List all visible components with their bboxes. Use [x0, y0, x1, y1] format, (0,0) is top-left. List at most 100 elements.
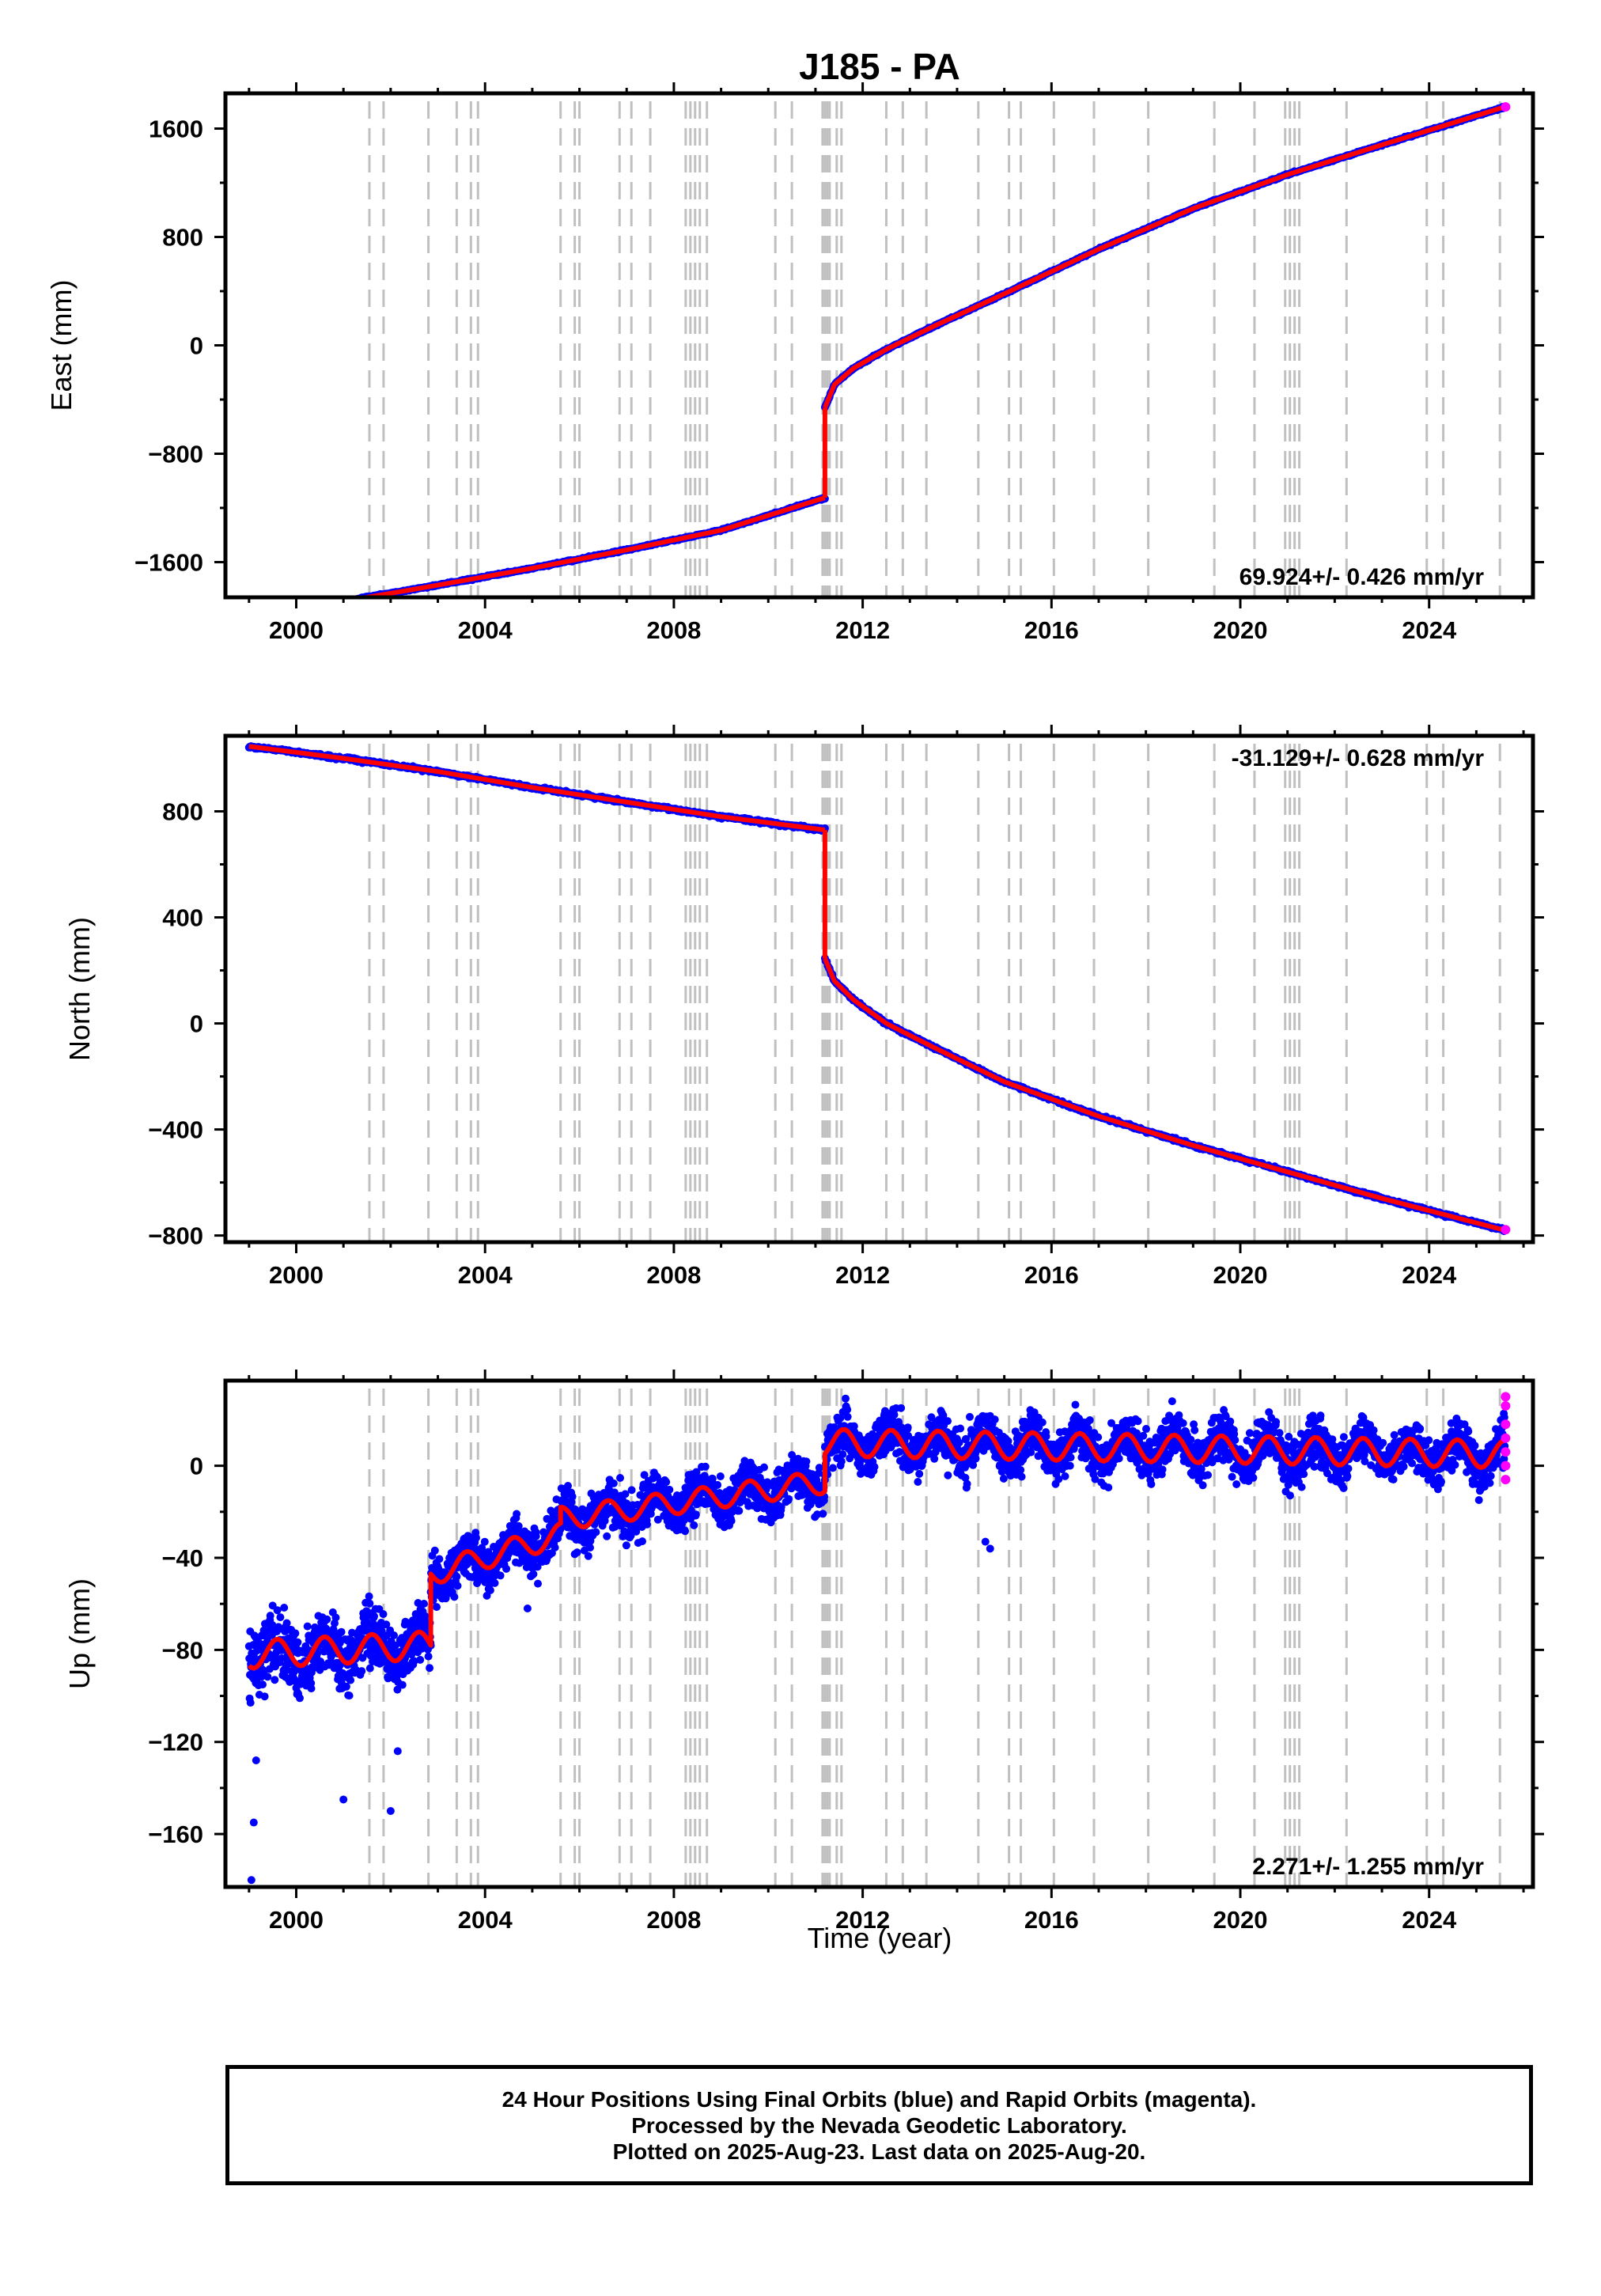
final-orbit-point	[301, 604, 309, 612]
final-orbit-point	[326, 599, 334, 607]
final-orbit-point	[323, 1615, 331, 1623]
final-orbit-point	[301, 604, 308, 612]
x-tick-label: 2024	[1402, 616, 1457, 644]
final-orbit-points	[820, 954, 1509, 1236]
final-orbit-point	[379, 1610, 388, 1619]
final-orbit-point	[311, 601, 319, 609]
y-tick-label: −400	[148, 1116, 203, 1144]
final-orbit-point	[264, 608, 272, 616]
final-orbit-point	[365, 1592, 373, 1601]
final-orbit-point	[270, 608, 278, 616]
final-orbit-point	[311, 601, 319, 609]
x-tick-label: 2012	[835, 616, 890, 644]
final-orbit-point	[248, 611, 255, 619]
y-tick-label: 0	[190, 1010, 203, 1038]
final-orbit-point	[313, 602, 321, 610]
final-orbit-point	[271, 608, 279, 616]
final-orbit-points	[820, 102, 1509, 411]
final-orbit-point	[410, 1657, 418, 1665]
final-orbit-point	[269, 608, 277, 616]
final-orbit-point	[514, 1521, 523, 1530]
final-orbit-point	[430, 1546, 439, 1555]
model-fit-line	[823, 957, 1505, 1233]
final-orbit-point	[288, 606, 296, 614]
final-orbit-points	[244, 1394, 1509, 1885]
final-orbit-point	[278, 608, 286, 616]
final-orbit-point	[283, 605, 291, 613]
final-orbit-point	[250, 611, 258, 619]
final-orbit-point	[280, 607, 288, 615]
final-orbit-point	[342, 1682, 350, 1691]
x-tick-label: 2020	[1213, 1261, 1268, 1289]
final-orbit-point	[259, 610, 267, 618]
final-orbit-point	[306, 602, 314, 610]
final-orbit-point	[315, 601, 323, 609]
final-orbit-point	[257, 609, 265, 617]
final-orbit-point	[291, 1629, 300, 1638]
x-tick-label: 2016	[1024, 1261, 1079, 1289]
final-orbit-point	[263, 1673, 272, 1681]
final-orbit-point	[324, 600, 332, 608]
final-orbit-point	[271, 608, 278, 616]
model-fit-line	[248, 744, 826, 832]
final-orbit-point	[280, 1604, 289, 1612]
final-orbit-point	[299, 603, 307, 611]
final-orbit-point	[260, 608, 268, 616]
final-orbit-point	[260, 609, 268, 617]
final-orbit-point	[322, 600, 330, 608]
final-orbit-point	[274, 608, 282, 616]
final-orbit-point	[256, 610, 264, 618]
final-orbit-point	[316, 601, 324, 609]
final-orbit-point	[271, 1676, 279, 1684]
final-orbit-point	[260, 1692, 269, 1701]
model-fit-line	[823, 104, 1506, 409]
final-orbit-point	[453, 1582, 462, 1590]
final-orbit-point	[325, 601, 333, 608]
y-tick-label: 0	[190, 332, 203, 360]
final-orbit-point	[496, 1571, 505, 1580]
final-orbit-point	[282, 605, 290, 613]
x-tick-label: 2024	[1402, 1261, 1457, 1289]
final-orbit-points	[247, 494, 829, 619]
final-orbit-point	[414, 1599, 422, 1607]
final-orbit-point	[321, 601, 329, 608]
final-orbit-point	[393, 1685, 402, 1694]
final-orbit-point	[312, 601, 320, 609]
final-orbit-point	[259, 610, 267, 618]
final-orbit-point	[283, 606, 291, 614]
final-orbit-point	[316, 601, 324, 608]
final-orbit-point	[324, 600, 332, 608]
final-orbit-point	[249, 611, 257, 619]
final-orbit-point	[420, 1600, 428, 1608]
final-orbit-point	[316, 601, 324, 608]
rapid-orbit-point	[1501, 1225, 1511, 1235]
final-orbit-point	[273, 1606, 282, 1615]
final-orbit-point	[331, 1613, 340, 1622]
final-orbit-point	[317, 601, 325, 609]
final-orbit-point	[273, 608, 281, 616]
final-orbit-point	[502, 1564, 511, 1573]
final-orbit-point	[314, 601, 322, 609]
final-orbit-point	[333, 599, 341, 607]
final-orbit-point	[424, 1652, 433, 1661]
final-orbit-point	[327, 600, 335, 608]
plot-area-north	[244, 742, 1511, 1242]
final-orbit-point	[337, 1627, 346, 1636]
final-orbit-point	[252, 611, 259, 619]
final-orbit-point	[390, 1631, 398, 1639]
final-orbit-point	[254, 610, 262, 618]
final-orbit-point	[272, 608, 280, 616]
final-orbit-point	[334, 599, 342, 607]
final-orbit-point	[297, 604, 305, 612]
final-orbit-point	[358, 1667, 366, 1676]
final-orbit-point	[433, 1603, 441, 1612]
final-orbit-point	[247, 612, 255, 619]
final-orbit-point	[255, 610, 263, 618]
final-orbit-point	[472, 1533, 480, 1542]
final-orbit-point	[327, 599, 335, 607]
chart-title: J185 - PA	[799, 46, 960, 87]
final-orbit-point	[279, 607, 287, 615]
final-orbit-point	[265, 608, 273, 616]
final-orbit-point	[291, 605, 299, 613]
rapid-orbit-points	[1501, 102, 1511, 112]
